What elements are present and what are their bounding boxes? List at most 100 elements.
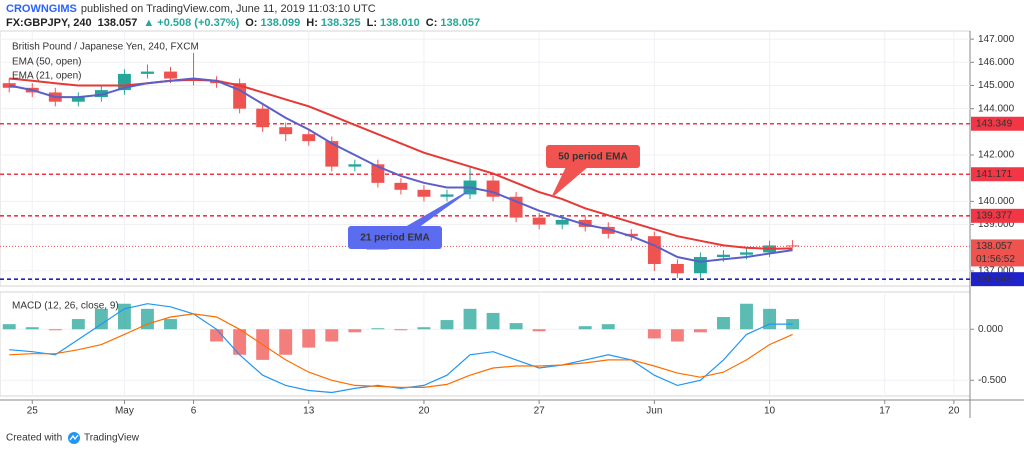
candle-body bbox=[94, 90, 108, 98]
header-line: CROWNGIMS published on TradingView.com, J… bbox=[6, 3, 376, 15]
x-tick-label: 25 bbox=[27, 406, 39, 417]
y-tick-label: 140.000 bbox=[978, 196, 1015, 207]
histogram-bar bbox=[279, 329, 293, 355]
y-tick-label: 145.000 bbox=[978, 80, 1015, 91]
histogram-bar bbox=[394, 329, 408, 331]
callout-box bbox=[546, 145, 640, 168]
x-tick-label: 27 bbox=[534, 406, 546, 417]
histogram-bar bbox=[233, 329, 247, 355]
x-tick-label: 20 bbox=[418, 406, 430, 417]
candle-body bbox=[302, 134, 316, 142]
histogram-bar bbox=[302, 329, 316, 348]
histogram-bar bbox=[164, 319, 177, 330]
level-tag-label: 139.377 bbox=[976, 210, 1013, 221]
candle-body bbox=[555, 219, 569, 225]
y-tick-label: 142.000 bbox=[978, 150, 1015, 161]
y-tick-label: 146.000 bbox=[978, 57, 1015, 68]
candle-body bbox=[440, 194, 454, 197]
level-tag bbox=[971, 116, 1024, 131]
histogram-bar bbox=[693, 329, 707, 333]
ohlc-value: 138.099 bbox=[260, 17, 300, 29]
candle-body bbox=[417, 189, 431, 197]
histogram-bar bbox=[578, 326, 592, 330]
ohlc-label: H: bbox=[306, 17, 318, 29]
histogram-bar bbox=[463, 308, 477, 330]
last-price-label: 138.057 bbox=[976, 241, 1013, 252]
price: 138.057 bbox=[98, 17, 138, 29]
level-tag-label: 143.349 bbox=[976, 118, 1013, 129]
y-tick-label: 137.000 bbox=[978, 266, 1015, 277]
candle-body bbox=[256, 108, 270, 128]
candle-body bbox=[348, 164, 362, 167]
histogram-bar bbox=[717, 317, 730, 330]
ohlc-value: 138.057 bbox=[440, 17, 480, 29]
published: published on TradingView.com, June 11, 2… bbox=[81, 3, 376, 15]
level-tag-label: 136.645 bbox=[976, 274, 1013, 285]
logo-mark bbox=[69, 434, 79, 441]
candle-body bbox=[717, 254, 730, 258]
histogram-bar bbox=[210, 329, 224, 342]
histogram-bar bbox=[740, 303, 753, 330]
histogram-bar bbox=[486, 312, 500, 330]
ohlc-label: L: bbox=[367, 17, 377, 29]
histogram-bar bbox=[94, 308, 108, 330]
candle-body bbox=[647, 236, 661, 264]
histogram-bar bbox=[417, 327, 431, 330]
ohlc-value: 138.010 bbox=[380, 17, 420, 29]
y-tick-label: -0.500 bbox=[978, 375, 1007, 386]
y-tick-label: 144.000 bbox=[978, 103, 1015, 114]
histogram-bar bbox=[48, 329, 62, 331]
x-tick-label: Jun bbox=[646, 406, 662, 417]
callout-label: 50 period EMA bbox=[558, 152, 627, 163]
legend-entry: EMA (50, open) bbox=[12, 57, 81, 68]
countdown: 01:56:52 bbox=[976, 254, 1015, 265]
change: ▲ +0.508 (+0.37%) bbox=[143, 17, 239, 29]
chart-title: British Pound / Japanese Yen, 240, FXCM bbox=[12, 42, 199, 53]
histogram-bar bbox=[670, 329, 684, 342]
candle-body bbox=[71, 97, 85, 102]
candle-body bbox=[394, 182, 408, 190]
indicator-line bbox=[9, 77, 793, 263]
header-line: FX:GBPJPY, 240 138.057 ▲ +0.508 (+0.37%) O:… bbox=[6, 17, 480, 29]
x-tick-label: 20 bbox=[948, 406, 960, 417]
indicator-line bbox=[9, 313, 793, 388]
candle-body bbox=[532, 217, 546, 225]
x-tick-label: May bbox=[115, 406, 134, 417]
candle-body bbox=[601, 226, 615, 234]
y-tick-label: 147.000 bbox=[978, 34, 1015, 45]
x-tick-label: 17 bbox=[879, 406, 891, 417]
level-tag bbox=[971, 208, 1024, 223]
histogram-bar bbox=[371, 328, 385, 330]
callout-label: 21 period EMA bbox=[360, 233, 429, 244]
indicator-line bbox=[9, 303, 793, 394]
candle-body bbox=[141, 71, 154, 74]
x-tick-label: 10 bbox=[764, 406, 776, 417]
last-price-tag bbox=[971, 239, 1024, 267]
y-tick-label: 0.000 bbox=[978, 324, 1003, 335]
ohlc-value: 138.325 bbox=[321, 17, 361, 29]
footer-text: Created with bbox=[6, 433, 62, 444]
histogram-bar bbox=[141, 308, 154, 330]
level-tag bbox=[971, 272, 1024, 287]
level-tag-label: 141.171 bbox=[976, 169, 1013, 180]
candle-body bbox=[210, 80, 224, 84]
histogram-bar bbox=[532, 329, 546, 332]
candle-body bbox=[578, 219, 592, 227]
histogram-bar bbox=[440, 320, 454, 330]
footer-brand: TradingView bbox=[84, 433, 140, 444]
symbol: FX:GBPJPY, 240 bbox=[6, 17, 92, 29]
histogram-bar bbox=[601, 324, 615, 330]
histogram-bar bbox=[2, 324, 16, 330]
legend-entry: EMA (21, open) bbox=[12, 71, 81, 82]
candle-body bbox=[670, 263, 684, 274]
callout-box bbox=[348, 226, 442, 249]
candle-body bbox=[740, 252, 753, 255]
author: CROWNGIMS bbox=[6, 3, 77, 15]
histogram-bar bbox=[348, 329, 362, 333]
candle-body bbox=[164, 71, 177, 79]
candle-body bbox=[279, 127, 293, 135]
histogram-bar bbox=[117, 303, 131, 330]
candle-body bbox=[325, 141, 339, 167]
